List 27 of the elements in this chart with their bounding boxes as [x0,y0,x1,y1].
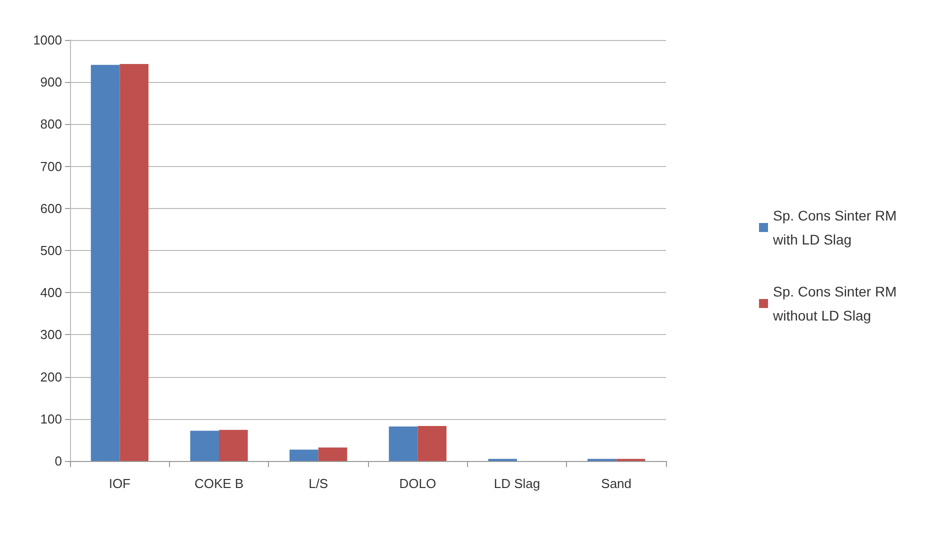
y-tick-label: 200 [40,369,62,384]
legend-label: Sp. Cons Sinter RM without LD Slag [772,284,901,324]
y-tick-label: 100 [40,411,62,426]
y-tick-label: 300 [40,327,62,342]
bar [190,430,219,461]
y-tick-label: 800 [40,116,62,132]
y-tick-label: 600 [40,200,62,216]
x-tick-label: LD Slag [494,476,540,491]
bar [318,448,348,461]
bar [290,450,318,461]
x-tick-label: COKE B [194,476,244,491]
y-tick-label: 900 [40,74,62,90]
bar [388,426,418,461]
bar [418,426,446,461]
y-tick-label: 0 [54,454,62,468]
bar [219,430,248,461]
legend-label: Sp. Cons Sinter RM with LD Slag [772,208,901,248]
y-tick-label: 500 [40,243,62,258]
x-tick-label: IOF [108,476,131,491]
x-tick-label: L/S [308,476,328,491]
bar [90,64,120,461]
y-tick-label: 400 [40,285,62,300]
x-tick-label: Sand [601,476,632,491]
x-tick-label: DOLO [399,476,436,491]
bar [120,64,148,461]
y-tick-label: 1000 [33,32,62,48]
y-tick-label: 700 [40,158,62,174]
